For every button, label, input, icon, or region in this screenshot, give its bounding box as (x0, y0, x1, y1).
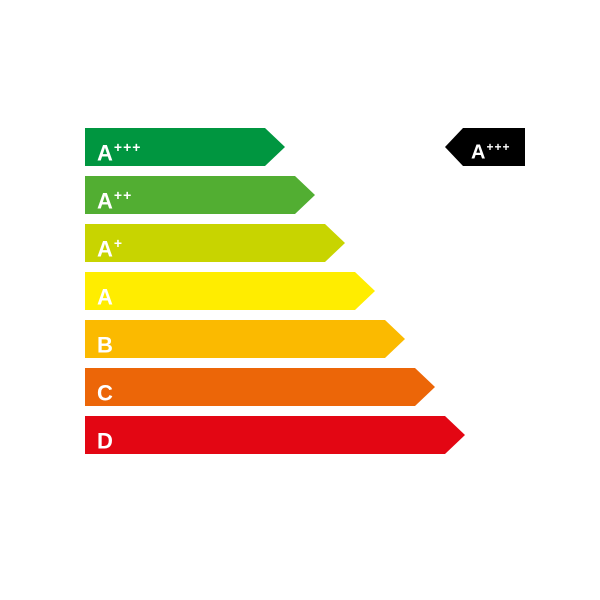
bar-label: A+ (97, 224, 123, 262)
bar-polygon (85, 224, 345, 262)
indicator-letter: A (471, 142, 485, 164)
indicator-plus: +++ (486, 140, 510, 154)
bar-letter: D (97, 428, 113, 453)
energy-bar-a: A (85, 272, 375, 310)
energy-bar-a-plus-plus: A++ (85, 176, 315, 214)
bar-letter: B (97, 332, 113, 357)
bar-plus: +++ (114, 139, 142, 155)
bar-shape (85, 272, 375, 310)
bar-label: A+++ (97, 128, 141, 166)
bar-plus: ++ (114, 187, 132, 203)
indicator-label: A+++ (471, 128, 510, 166)
energy-bar-a-plus-plus-plus: A+++ (85, 128, 285, 166)
bar-letter: A (97, 236, 113, 261)
energy-bar-d: D (85, 416, 465, 454)
bar-letter: A (97, 284, 113, 309)
bar-label: A (97, 272, 114, 310)
energy-bar-a-plus: A+ (85, 224, 345, 262)
bar-polygon (85, 368, 435, 406)
bar-label: B (97, 320, 114, 358)
energy-bar-b: B (85, 320, 405, 358)
bar-shape (85, 416, 465, 454)
bar-letter: C (97, 380, 113, 405)
bar-polygon (85, 320, 405, 358)
energy-rating-indicator: A+++ (445, 128, 525, 166)
bar-shape (85, 224, 345, 262)
bar-shape (85, 320, 405, 358)
energy-label-chart: A+++ A++ A+ A B (0, 0, 600, 600)
bar-polygon (85, 416, 465, 454)
bar-polygon (85, 272, 375, 310)
bar-plus: + (114, 235, 123, 251)
bar-label: C (97, 368, 114, 406)
bar-label: D (97, 416, 114, 454)
bar-letter: A (97, 188, 113, 213)
bar-label: A++ (97, 176, 132, 214)
bar-shape (85, 368, 435, 406)
energy-bar-c: C (85, 368, 435, 406)
bar-letter: A (97, 140, 113, 165)
